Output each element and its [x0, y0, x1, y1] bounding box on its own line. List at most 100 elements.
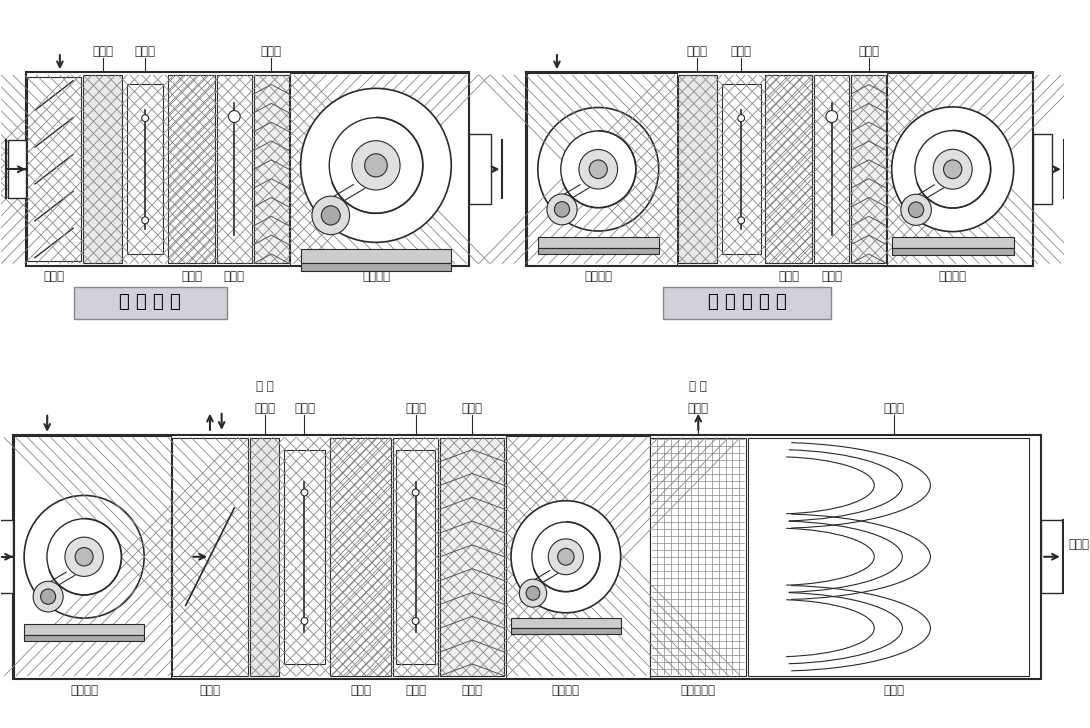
Text: 加湿段: 加湿段 [462, 684, 483, 697]
Text: 混合段: 混合段 [44, 270, 64, 283]
Circle shape [826, 111, 837, 122]
Bar [748, 438, 1029, 676]
Bar [168, 75, 215, 264]
Circle shape [558, 548, 574, 565]
Bar [172, 438, 247, 676]
Circle shape [329, 118, 423, 213]
Circle shape [412, 617, 419, 625]
Bar [722, 84, 761, 254]
Text: 回风机段: 回风机段 [70, 684, 98, 697]
Bar [250, 438, 279, 676]
Circle shape [900, 194, 931, 226]
Text: 挡水段: 挡水段 [858, 44, 880, 58]
Bar [284, 450, 325, 664]
Bar [506, 436, 650, 678]
FancyBboxPatch shape [663, 288, 831, 319]
Bar [393, 438, 438, 676]
Circle shape [301, 489, 307, 496]
Text: 过滤段: 过滤段 [93, 44, 113, 58]
Circle shape [33, 581, 63, 612]
Text: 分流段: 分流段 [199, 684, 220, 697]
Text: 基 本 组 合: 基 本 组 合 [119, 293, 181, 312]
Text: 表冷段: 表冷段 [778, 270, 799, 283]
Circle shape [511, 501, 620, 613]
Bar [330, 438, 391, 676]
Circle shape [412, 489, 419, 496]
Circle shape [142, 217, 148, 223]
Circle shape [301, 617, 307, 625]
Bar [13, 435, 1041, 678]
Circle shape [738, 114, 744, 122]
Text: 侧出风: 侧出风 [1068, 538, 1090, 551]
Circle shape [365, 154, 387, 177]
Bar [254, 75, 289, 264]
Text: 出风段: 出风段 [884, 684, 905, 697]
Circle shape [312, 196, 350, 234]
Text: 送风机段: 送风机段 [362, 270, 390, 283]
Bar [892, 237, 1014, 248]
Text: 过滤器: 过滤器 [688, 403, 708, 416]
Text: 推 挽 式 组 合: 推 挽 式 组 合 [707, 293, 786, 312]
Text: 挡水段: 挡水段 [462, 403, 483, 416]
Bar [892, 248, 1014, 255]
Bar [1041, 520, 1063, 593]
Circle shape [908, 202, 923, 218]
Circle shape [738, 217, 744, 223]
Circle shape [560, 131, 635, 207]
Bar [651, 438, 746, 676]
Bar [0, 520, 13, 593]
Circle shape [519, 579, 547, 607]
Text: 表冷段: 表冷段 [181, 270, 202, 283]
Text: 初 效: 初 效 [256, 381, 274, 393]
Circle shape [322, 206, 340, 225]
Bar [814, 75, 849, 264]
Circle shape [352, 141, 400, 190]
Bar [24, 624, 144, 635]
Circle shape [915, 130, 991, 208]
Bar [469, 134, 490, 205]
Bar [217, 75, 252, 264]
Text: 加湿段: 加湿段 [821, 270, 843, 283]
Circle shape [24, 496, 144, 618]
Circle shape [933, 149, 972, 189]
Circle shape [547, 194, 577, 225]
Bar [511, 628, 620, 634]
Bar [440, 438, 505, 676]
Text: 前效过滤段: 前效过滤段 [681, 684, 716, 697]
Bar [525, 72, 1032, 266]
Bar [83, 75, 122, 264]
Text: 送风机段: 送风机段 [938, 270, 967, 283]
Text: 检修段: 检修段 [730, 44, 752, 58]
Circle shape [537, 108, 658, 231]
Bar [396, 450, 435, 664]
Text: 检修段: 检修段 [135, 44, 156, 58]
Bar [301, 249, 451, 263]
Circle shape [229, 111, 240, 122]
Text: 上出风: 上出风 [884, 403, 905, 416]
Circle shape [526, 586, 540, 600]
Text: 加热段: 加热段 [405, 684, 426, 697]
Text: 回风机段: 回风机段 [584, 270, 613, 283]
Text: 过滤段: 过滤段 [687, 44, 707, 58]
Circle shape [590, 160, 607, 178]
Circle shape [579, 149, 618, 189]
Bar [887, 73, 1031, 266]
Bar [537, 248, 658, 254]
Circle shape [892, 107, 1014, 232]
Circle shape [75, 547, 93, 566]
Circle shape [40, 589, 56, 604]
Text: 加湿段: 加湿段 [223, 270, 245, 283]
Bar [537, 237, 658, 248]
Bar [27, 77, 82, 261]
Text: 挡水段: 挡水段 [261, 44, 282, 58]
Bar [26, 72, 469, 266]
Text: 过滤器: 过滤器 [254, 403, 275, 416]
Bar [1032, 134, 1052, 205]
Text: 表冷段: 表冷段 [350, 684, 371, 697]
Bar [765, 75, 812, 264]
Circle shape [47, 519, 121, 595]
Bar [511, 618, 620, 628]
Circle shape [555, 202, 570, 217]
FancyBboxPatch shape [73, 288, 227, 319]
Bar [851, 75, 886, 264]
